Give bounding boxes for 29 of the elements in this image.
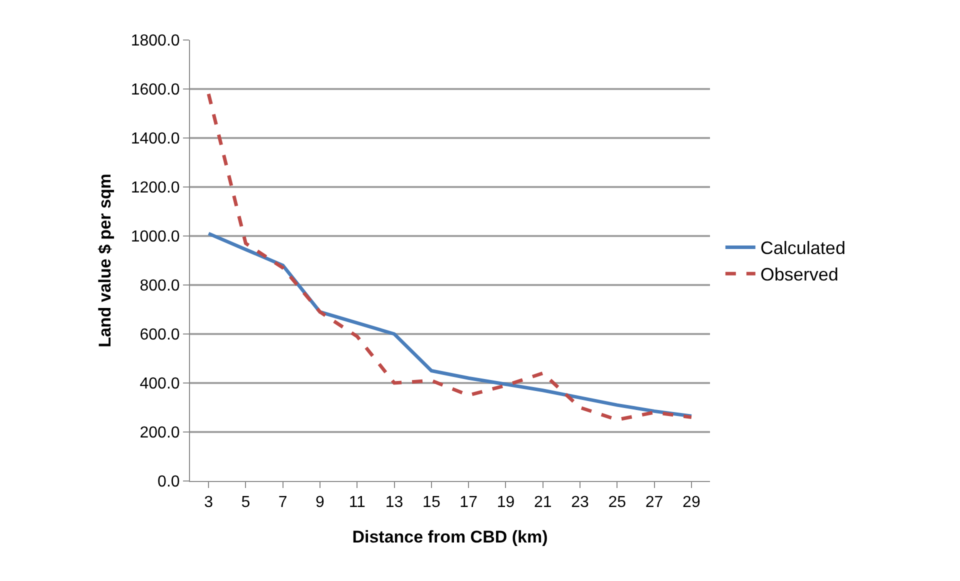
y-tick-label: 1000.0 bbox=[130, 228, 180, 246]
x-tick-label: 5 bbox=[241, 494, 250, 512]
y-tick-label: 200.0 bbox=[140, 424, 180, 442]
x-tick-label: 13 bbox=[385, 494, 404, 512]
x-tick-label: 25 bbox=[608, 494, 626, 512]
x-axis-title: Distance from CBD (km) bbox=[352, 528, 548, 547]
legend-label: Observed bbox=[760, 264, 838, 285]
x-tick-label: 23 bbox=[571, 494, 589, 512]
y-tick-label: 800.0 bbox=[140, 278, 180, 295]
y-tick-label: 1200.0 bbox=[130, 180, 180, 197]
y-tick-label: 1400.0 bbox=[130, 130, 180, 148]
legend-label: Calculated bbox=[760, 238, 846, 258]
x-tick-label: 11 bbox=[348, 494, 366, 512]
line-series bbox=[206, 92, 694, 422]
y-tick-label: 0.0 bbox=[158, 474, 180, 491]
x-tick-label: 27 bbox=[645, 494, 664, 512]
y-tick-label: 1800.0 bbox=[130, 32, 180, 50]
x-tick-label: 19 bbox=[496, 494, 515, 512]
x-tick-label: 29 bbox=[682, 494, 700, 512]
x-tick-label: 7 bbox=[278, 494, 288, 512]
x-tick-label: 17 bbox=[460, 494, 478, 512]
x-tick-label: 9 bbox=[316, 494, 325, 512]
x-tick-label: 3 bbox=[204, 494, 214, 512]
y-tick-label: 600.0 bbox=[140, 326, 180, 344]
x-tick-label: 15 bbox=[422, 494, 440, 512]
y-tick-label: 400.0 bbox=[140, 376, 180, 393]
x-tick-label: 21 bbox=[534, 494, 552, 512]
y-axis-title: Land value $ per sqm bbox=[95, 174, 114, 348]
y-tick-label: 1600.0 bbox=[130, 82, 180, 99]
